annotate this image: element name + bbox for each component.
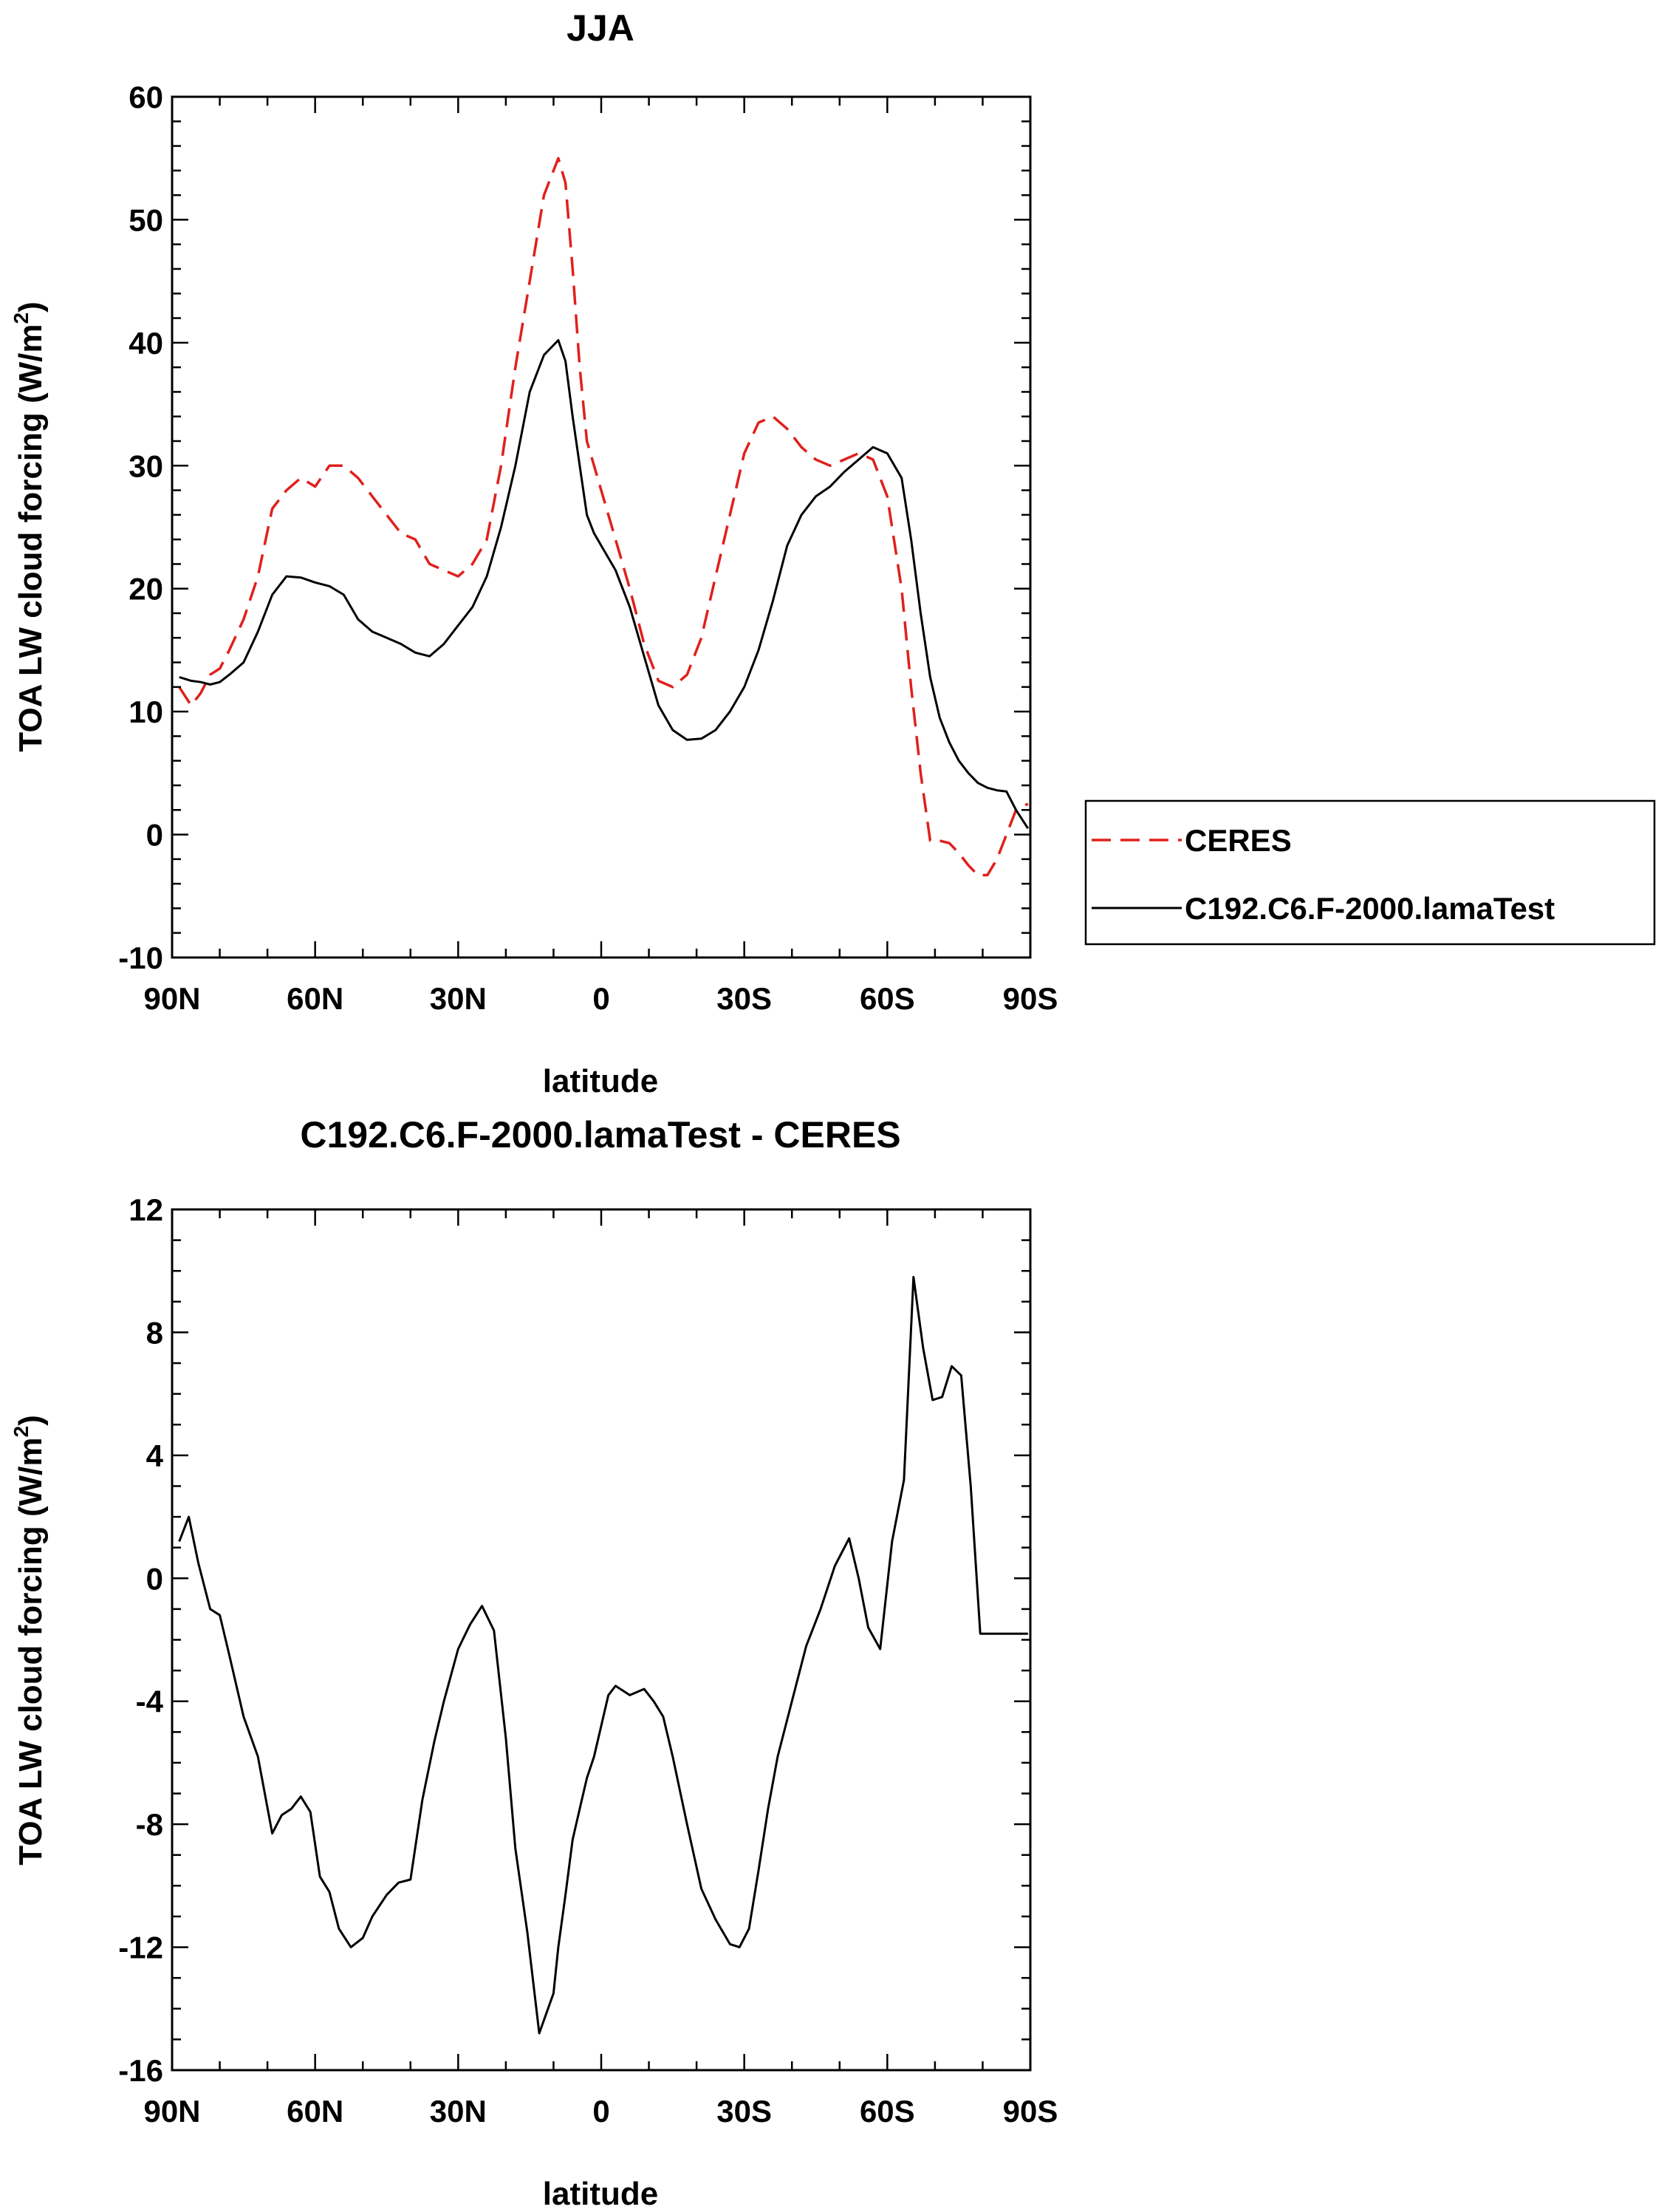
x-tick-label: 90S [1003,2094,1058,2129]
legend: CERES C192.C6.F-2000.lamaTest [1084,799,1656,946]
series-line-c192-c6-f-2000-lamatest [179,339,1030,830]
bottom-chart-ylabel-sup: 2 [10,1426,32,1438]
y-tick-label: 20 [129,572,163,607]
series-line-ceres [178,157,1029,877]
x-tick-label: 0 [592,2094,609,2129]
top-chart-ylabel-sup: 2 [10,313,32,324]
x-tick-label: 30S [716,2094,772,2129]
y-tick-label: -12 [118,1931,163,1965]
y-tick-label: 0 [146,1561,163,1596]
y-tick-label: -4 [136,1684,164,1719]
y-tick-label: -8 [136,1807,163,1842]
bottom-chart-title: C192.C6.F-2000.lamaTest - CERES [300,1114,900,1156]
y-tick-label: 40 [129,326,163,361]
y-tick-label: -10 [118,941,163,975]
y-tick-label: 0 [146,818,163,853]
x-tick-label: 30N [430,2094,487,2129]
legend-model-label: C192.C6.F-2000.lamaTest [1185,891,1555,926]
bottom-chart-frame [171,1208,1032,2072]
x-tick-label: 0 [592,981,609,1016]
x-tick-label: 60S [860,2094,915,2129]
y-tick-label: -16 [118,2053,163,2088]
legend-box [1084,799,1656,946]
bottom-chart-axes: 90N 60N 30N 0 30S 60S 90S -16 -12 -8 -4 0 4 8 12 [118,1192,1058,2129]
y-tick-label: 30 [129,448,163,483]
bottom-chart-ylabel: TOA LW cloud forcing (W/m2) [10,1415,49,1865]
bottom-chart-xlabel: latitude [543,2176,658,2212]
top-chart-frame [171,95,1032,959]
y-tick-label: 50 [129,202,163,237]
y-tick-label: 10 [129,694,163,729]
legend-ceres-label: CERES [1185,823,1292,858]
x-tick-label: 30S [716,981,772,1016]
bottom-chart-ylabel-main: TOA LW cloud forcing (W/m [13,1437,49,1865]
top-chart-title: JJA [566,7,634,49]
x-tick-label: 30N [430,981,487,1016]
top-chart-plot-area [178,157,1030,877]
x-tick-label: 60N [287,2094,343,2129]
y-tick-label: 4 [146,1438,164,1473]
top-chart-axes: 90N 60N 30N 0 30S 60S 90S -10 0 10 20 30 40 50 60 [118,80,1058,1016]
top-chart-xlabel: latitude [543,1063,658,1099]
series-line-c192-c6-f-2000-lamatest-ceres [178,1276,1028,2035]
x-tick-label: 60S [860,981,915,1016]
top-chart: JJA 90N 60N 30N 0 30S 60S 90S-100102030405060 … [10,7,1656,1099]
x-tick-label: 90S [1003,981,1058,1016]
top-chart-ylabel-end: ) [13,301,49,313]
x-tick-label: 90N [143,2094,200,2129]
x-tick-label: 60N [287,981,343,1016]
top-chart-ylabel: TOA LW cloud forcing (W/m2) [10,301,49,752]
x-tick-label: 90N [143,981,200,1016]
top-chart-ylabel-main: TOA LW cloud forcing (W/m [13,324,49,751]
bottom-chart-plot-area [178,1276,1028,2035]
bottom-chart-ylabel-end: ) [13,1415,49,1426]
bottom-chart: C192.C6.F-2000.lamaTest - CERES 90N 60N 30… [10,1114,1058,2212]
y-tick-label: 12 [129,1192,163,1227]
y-tick-label: 8 [146,1315,163,1350]
y-tick-label: 60 [129,80,163,115]
